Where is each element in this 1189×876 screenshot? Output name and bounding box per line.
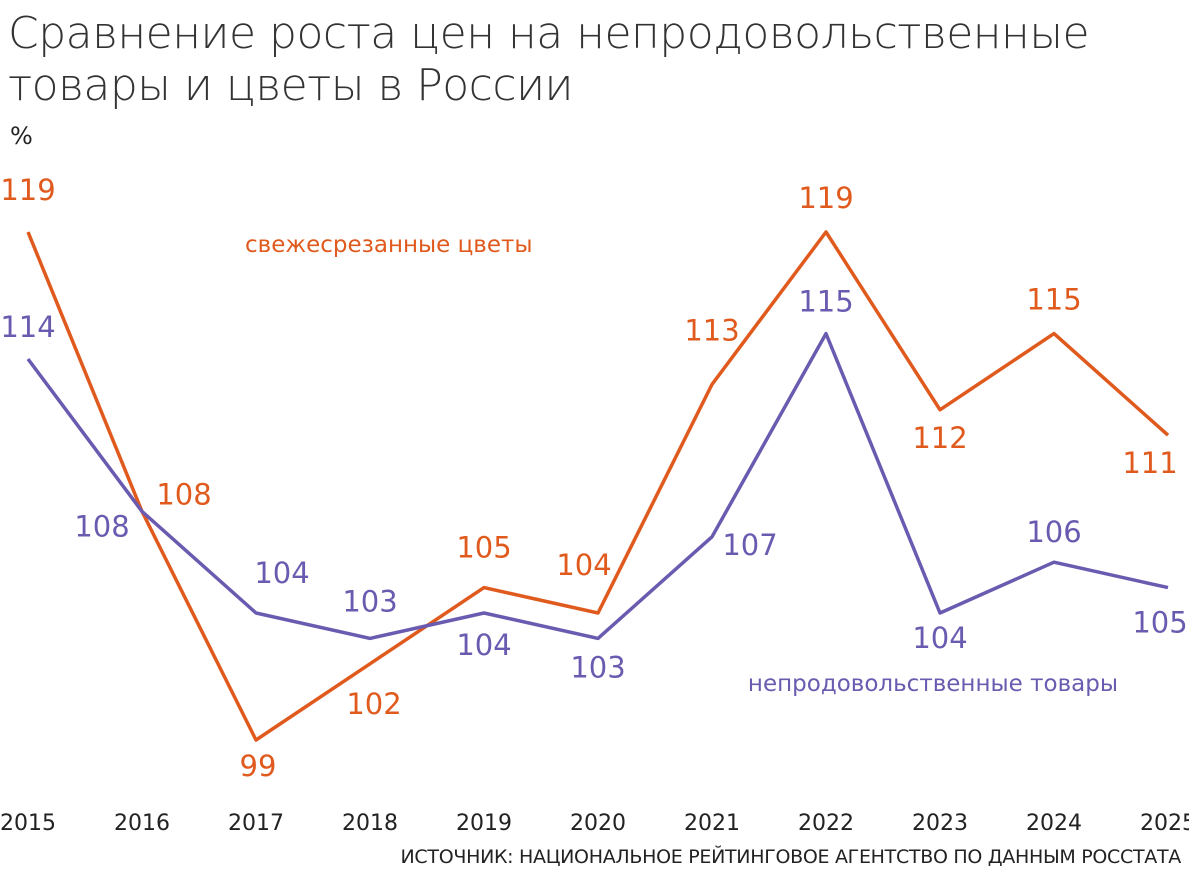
data-label: 104 (456, 628, 511, 662)
series-name-label: свежесрезанные цветы (245, 232, 533, 258)
data-label: 108 (74, 509, 129, 543)
x-tick-label: 2018 (342, 811, 398, 836)
y-axis-unit: % (10, 122, 33, 150)
data-label: 112 (912, 421, 967, 455)
x-tick-label: 2020 (570, 811, 626, 836)
data-label: 114 (0, 310, 55, 344)
x-tick-label: 2025 (1140, 811, 1189, 836)
data-label: 111 (1122, 446, 1177, 480)
data-label: 107 (722, 528, 777, 562)
series-line-0 (26, 230, 1170, 742)
data-label: 115 (1026, 283, 1081, 317)
data-label: 115 (798, 285, 853, 319)
x-tick-label: 2021 (684, 811, 740, 836)
data-label: 103 (342, 584, 397, 618)
series-line-1 (26, 331, 1169, 641)
data-label: 113 (684, 313, 739, 347)
data-label: 105 (456, 531, 511, 565)
data-label: 104 (254, 556, 309, 590)
data-label: 102 (346, 687, 401, 721)
chart-title: Сравнение роста цен на непродовольственн… (8, 8, 1090, 111)
x-tick-label: 2015 (0, 811, 56, 836)
source-note: ИСТОЧНИК: НАЦИОНАЛЬНОЕ РЕЙТИНГОВОЕ АГЕНТ… (400, 846, 1182, 868)
data-label: 105 (1132, 606, 1187, 640)
data-label: 104 (912, 621, 967, 655)
x-tick-label: 2017 (228, 811, 284, 836)
data-label: 108 (156, 477, 211, 511)
data-label: 119 (798, 181, 853, 215)
data-label: 119 (0, 173, 55, 207)
data-label: 106 (1026, 515, 1081, 549)
data-label: 103 (570, 650, 625, 684)
data-label: 99 (240, 749, 277, 783)
x-tick-label: 2016 (114, 811, 170, 836)
x-tick-label: 2024 (1026, 811, 1082, 836)
data-label: 104 (556, 548, 611, 582)
x-tick-label: 2023 (912, 811, 968, 836)
x-tick-label: 2019 (456, 811, 512, 836)
x-tick-label: 2022 (798, 811, 854, 836)
series-name-label: непродовольственные товары (748, 671, 1118, 697)
